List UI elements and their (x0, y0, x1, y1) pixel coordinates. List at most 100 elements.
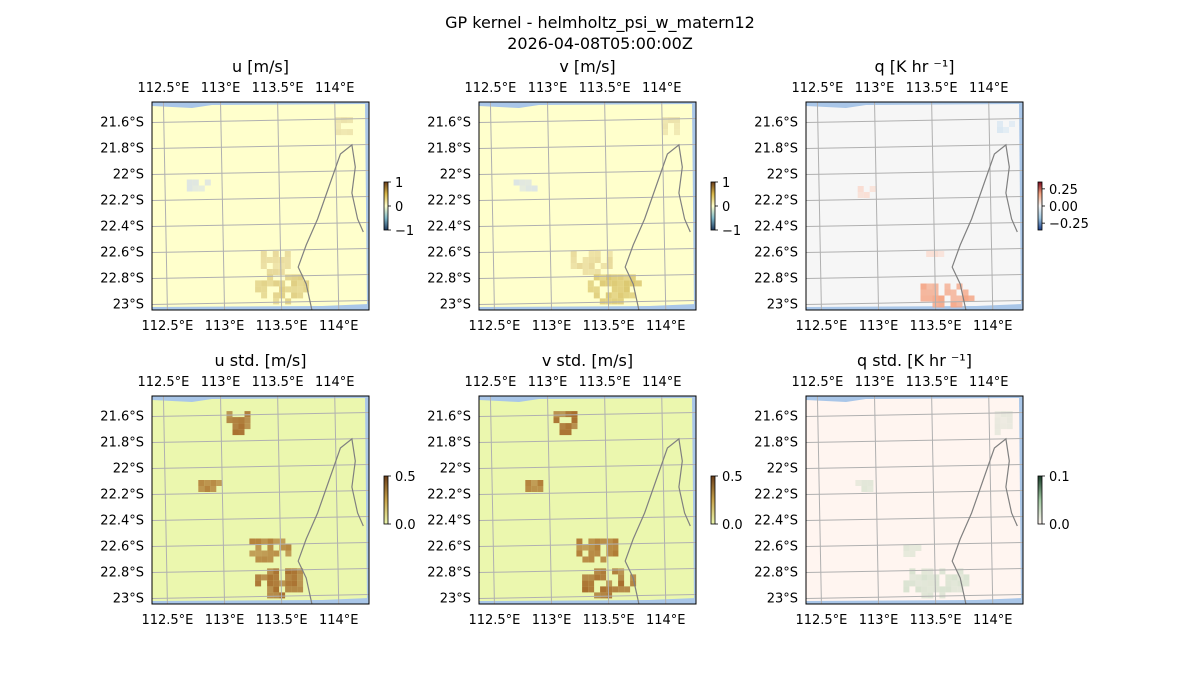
x-tick-label-top: 113°E (201, 375, 241, 390)
data-cell (588, 269, 595, 275)
parallel-gridline (152, 438, 369, 443)
parallel-gridline (806, 438, 1023, 443)
panel-title: u std. [m/s] (215, 351, 307, 370)
map-frame (478, 395, 697, 605)
data-patch (855, 480, 874, 492)
data-cell (938, 251, 945, 257)
parallel-gridline (479, 516, 696, 521)
data-cell (335, 129, 341, 136)
colorbar-tick-label: 0.0 (395, 518, 416, 533)
data-cell (606, 544, 613, 551)
data-cell (297, 580, 304, 587)
data-cell (618, 574, 625, 581)
colorbar (1037, 475, 1043, 525)
data-cell (594, 574, 601, 581)
data-cell (921, 580, 928, 587)
x-tick-label-bottom: 112.5°E (795, 319, 847, 334)
data-patch (857, 186, 876, 198)
x-tick-label-bottom: 112.5°E (141, 319, 193, 334)
data-cell (599, 298, 606, 305)
data-cell (606, 263, 613, 269)
data-cell (284, 257, 291, 263)
data-cell (605, 280, 612, 287)
data-cell (559, 423, 566, 430)
data-cell (915, 545, 922, 551)
colorbar-tick-label: 1 (722, 176, 730, 191)
data-cell (285, 544, 292, 551)
data-cell (612, 586, 619, 593)
data-cell (867, 486, 874, 492)
parallel-gridline (479, 300, 696, 305)
y-tick-label: 22.4°S (100, 514, 144, 529)
x-tick-label-bottom: 113.5°E (910, 613, 962, 628)
y-tick-label: 21.6°S (754, 410, 798, 425)
data-cell (267, 568, 274, 575)
data-cell (553, 417, 560, 424)
y-tick-label: 22.2°S (100, 488, 144, 503)
parallel-gridline (479, 464, 696, 469)
panel-title: q std. [K hr ⁻¹] (857, 351, 972, 370)
data-cell (624, 586, 631, 593)
coastline (624, 437, 691, 604)
data-cell (278, 263, 285, 269)
data-cell (273, 280, 280, 287)
data-cell (266, 257, 273, 263)
data-cell (599, 280, 606, 287)
data-cell (272, 257, 279, 263)
colorbar (1037, 181, 1043, 231)
x-tick-label-top: 113.5°E (906, 375, 958, 390)
ocean-bottom (806, 304, 1023, 310)
data-cell (279, 580, 286, 587)
data-cell (570, 257, 577, 263)
meridian-gridline (162, 102, 168, 310)
data-cell (956, 295, 963, 302)
data-cell (674, 129, 680, 136)
data-cell (261, 538, 268, 545)
x-tick-label-top: 113.5°E (579, 81, 631, 96)
x-tick-label-top: 112.5°E (464, 375, 516, 390)
data-cell (267, 556, 274, 563)
data-cell (612, 538, 619, 545)
coastline (624, 143, 691, 310)
data-cell (216, 480, 223, 486)
colorbar-tick-label: −0.25 (1049, 217, 1089, 232)
x-tick-label-top: 112.5°E (791, 375, 843, 390)
x-tick-label-bottom: 114°E (973, 613, 1013, 628)
data-cell (594, 538, 601, 545)
colorbar-tick-label: 0.25 (1049, 183, 1078, 198)
parallel-gridline (152, 300, 369, 305)
x-tick-label-top: 113°E (528, 375, 568, 390)
data-cell (944, 289, 951, 296)
x-tick-label-top: 113.5°E (252, 81, 304, 96)
data-patch (249, 538, 292, 563)
data-cell (341, 129, 347, 136)
parallel-gridline (806, 144, 1023, 149)
data-cell (674, 117, 680, 124)
y-tick-label: 21.6°S (427, 116, 471, 131)
data-cell (244, 411, 251, 418)
parallel-gridline (152, 248, 369, 253)
parallel-gridline (479, 490, 696, 495)
data-cell (617, 280, 624, 287)
data-cell (994, 411, 1001, 418)
data-cell (594, 550, 601, 557)
data-cell (939, 586, 946, 593)
x-tick-label-bottom: 114°E (319, 319, 359, 334)
data-cell (238, 423, 245, 430)
data-cell (267, 592, 274, 599)
data-cell (232, 423, 239, 430)
x-tick-label-bottom: 112.5°E (141, 613, 193, 628)
data-cell (927, 580, 934, 587)
data-cell (617, 286, 624, 293)
data-cell (588, 580, 595, 587)
data-cell (939, 568, 946, 575)
y-tick-label: 22.6°S (754, 540, 798, 555)
parallel-gridline (152, 196, 369, 201)
panel-title: v [m/s] (559, 57, 615, 76)
y-tick-label: 22°S (767, 462, 798, 477)
data-cell (303, 286, 310, 293)
data-cell (576, 544, 583, 551)
data-cell (335, 117, 341, 124)
data-cell (559, 411, 566, 418)
data-cell (588, 550, 595, 557)
